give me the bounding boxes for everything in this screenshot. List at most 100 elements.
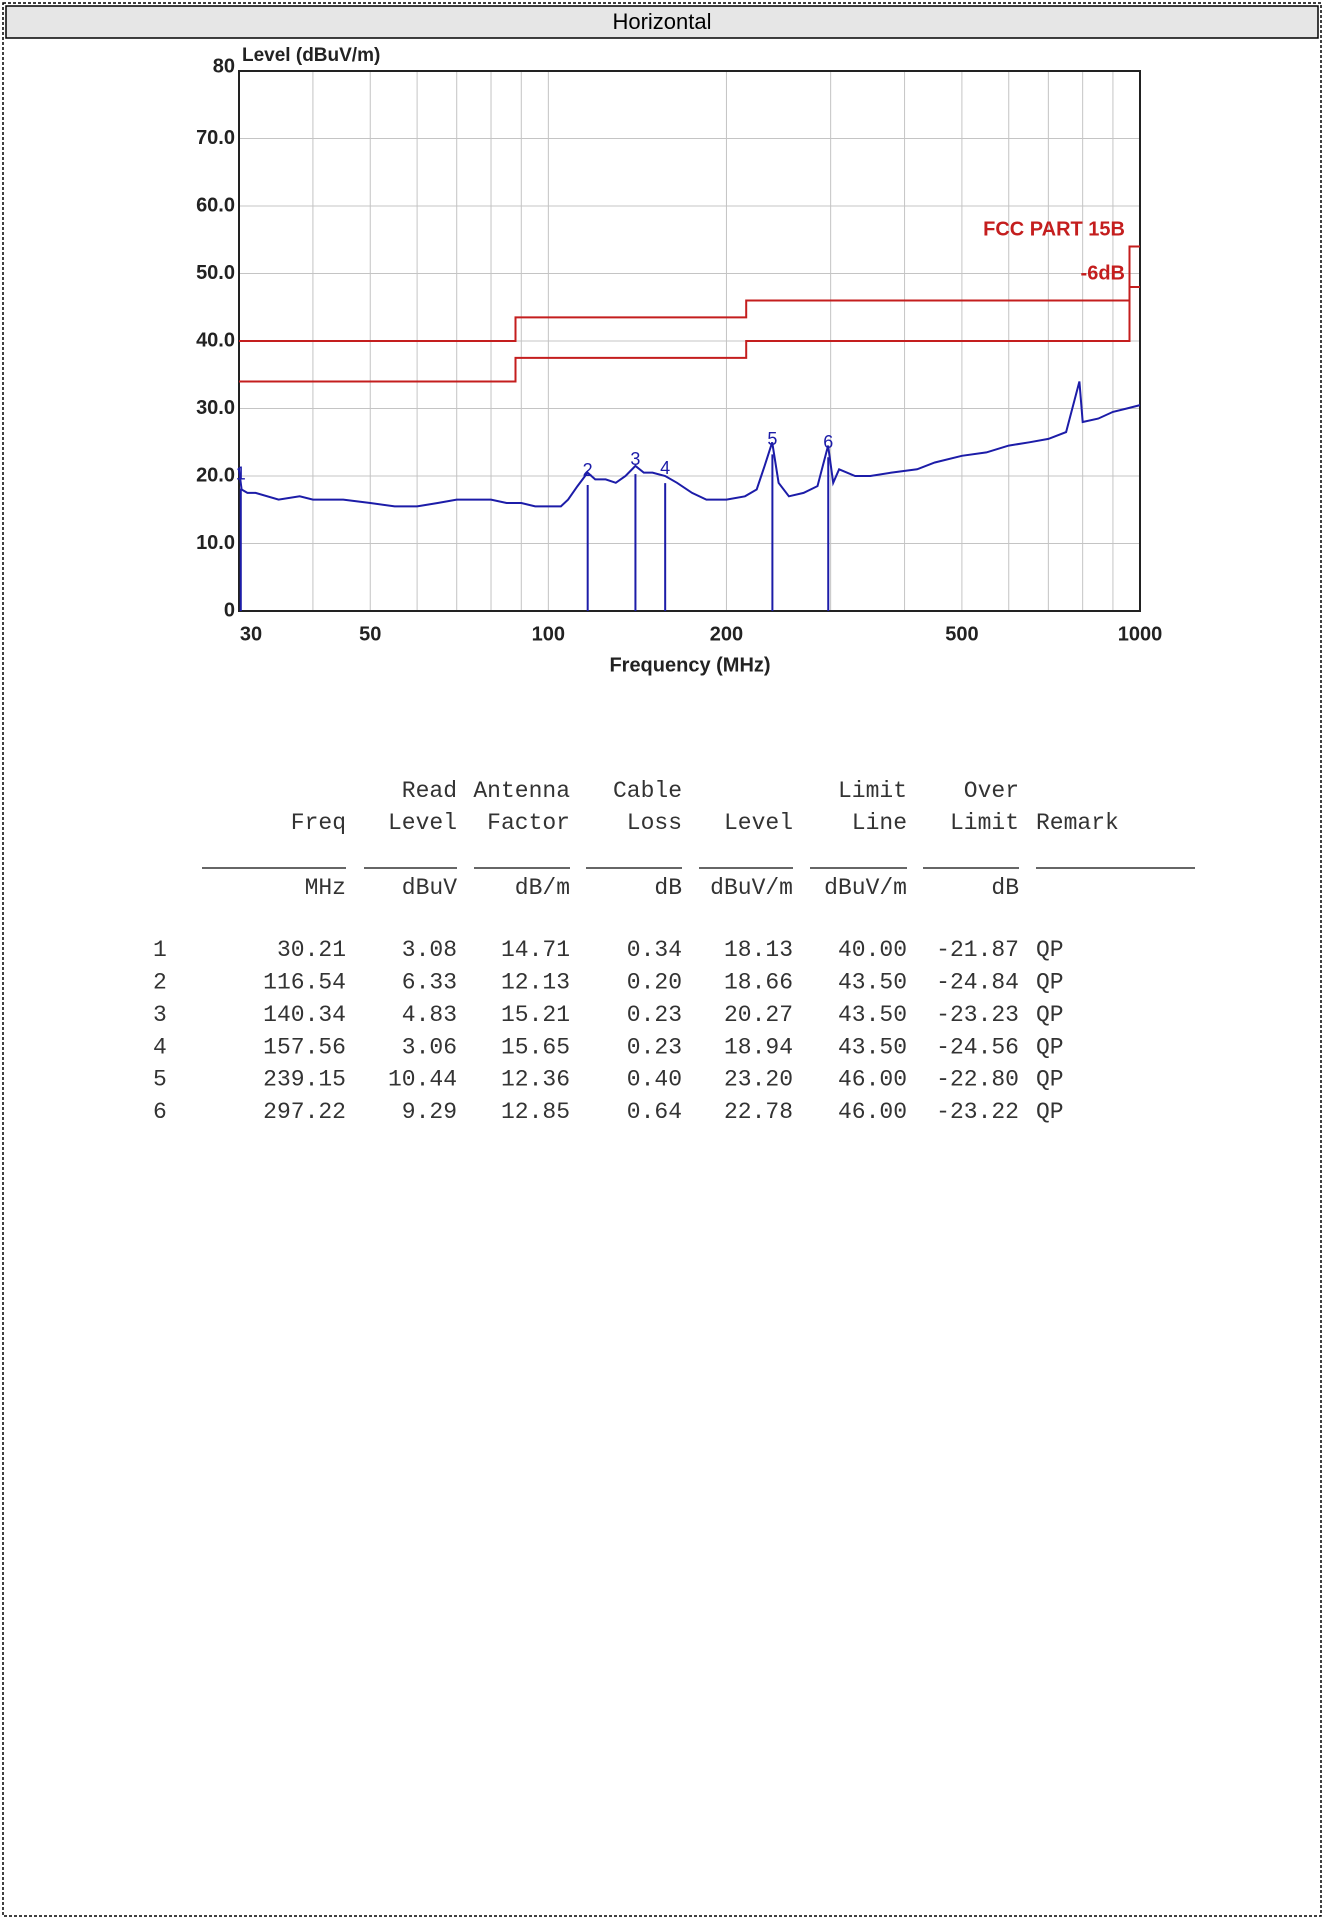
column-label: Freq <box>291 810 346 836</box>
limit-label: -6dB <box>1081 262 1125 284</box>
table-cell: QP <box>1036 969 1064 995</box>
table-cell: 22.78 <box>724 1099 793 1125</box>
series-line <box>238 381 1141 508</box>
column-label: Remark <box>1036 810 1119 836</box>
table-cell: 18.66 <box>724 969 793 995</box>
row-index: 4 <box>153 1034 167 1060</box>
table-cell: 0.34 <box>627 937 682 963</box>
table-cell: QP <box>1036 1067 1064 1093</box>
y-tick-label: 40.0 <box>196 329 235 351</box>
table-cell: 46.00 <box>838 1099 907 1125</box>
marker-label: 6 <box>823 432 833 452</box>
x-tick-label: 500 <box>945 623 978 645</box>
row-index: 3 <box>153 1002 167 1028</box>
table-cell: 0.40 <box>627 1067 682 1093</box>
table-cell: 10.44 <box>388 1067 457 1093</box>
table-cell: 0.23 <box>627 1034 682 1060</box>
table-cell: 18.94 <box>724 1034 793 1060</box>
y-tick-label: 70.0 <box>196 127 235 149</box>
marker-label: 2 <box>583 460 593 480</box>
x-tick-label: 30 <box>240 623 262 645</box>
table-cell: -24.56 <box>936 1034 1019 1060</box>
marker-label: 5 <box>767 429 777 449</box>
table-cell: 23.20 <box>724 1067 793 1093</box>
column-top: Antenna <box>473 778 570 804</box>
column-unit: dB/m <box>515 875 570 901</box>
column-top: Over <box>964 778 1019 804</box>
table-cell: QP <box>1036 1099 1064 1125</box>
table-cell: 140.34 <box>263 1002 346 1028</box>
table-cell: 0.64 <box>627 1099 682 1125</box>
column-label: Level <box>388 810 457 836</box>
column-top: Cable <box>613 778 682 804</box>
table-cell: -22.80 <box>936 1067 1019 1093</box>
table-cell: -23.22 <box>936 1099 1019 1125</box>
y-tick-label: 60.0 <box>196 194 235 216</box>
table-cell: -24.84 <box>936 969 1019 995</box>
series-line <box>239 286 1140 383</box>
table-cell: 0.20 <box>627 969 682 995</box>
column-label: Level <box>724 810 793 836</box>
table-cell: 14.71 <box>501 937 570 963</box>
x-tick-label: 50 <box>359 623 381 645</box>
column-unit: dB <box>991 875 1019 901</box>
table-cell: 30.21 <box>277 937 346 963</box>
table-cell: 9.29 <box>402 1099 457 1125</box>
table-cell: 0.23 <box>627 1002 682 1028</box>
y-tick-label: 0 <box>224 599 235 621</box>
column-label: Loss <box>627 810 682 836</box>
table-cell: QP <box>1036 1002 1064 1028</box>
marker-label: 4 <box>660 458 670 478</box>
x-tick-label: 200 <box>710 623 743 645</box>
table-cell: -23.23 <box>936 1002 1019 1028</box>
table-cell: 12.85 <box>501 1099 570 1125</box>
column-top: Read <box>402 778 457 804</box>
row-index: 5 <box>153 1067 167 1093</box>
marker-label: 3 <box>630 449 640 469</box>
table-cell: 4.83 <box>402 1002 457 1028</box>
table-cell: QP <box>1036 937 1064 963</box>
column-top: Limit <box>838 778 907 804</box>
table-cell: -21.87 <box>936 937 1019 963</box>
column-unit: dB <box>654 875 682 901</box>
row-index: 6 <box>153 1099 167 1125</box>
header-bar <box>5 5 1319 39</box>
column-unit: dBuV/m <box>710 875 793 901</box>
table-cell: 46.00 <box>838 1067 907 1093</box>
table-cell: QP <box>1036 1034 1064 1060</box>
table-cell: 3.06 <box>402 1034 457 1060</box>
table-cell: 12.13 <box>501 969 570 995</box>
table-cell: 43.50 <box>838 1034 907 1060</box>
x-axis-label: Frequency (MHz) <box>609 654 770 676</box>
table-cell: 116.54 <box>263 969 346 995</box>
y-tick-label: 50.0 <box>196 262 235 284</box>
y-tick-label: 30.0 <box>196 397 235 419</box>
series-line <box>239 245 1140 342</box>
y-tick-label: 20.0 <box>196 464 235 486</box>
y-tick-label: 10.0 <box>196 532 235 554</box>
y-tick-label: 80 <box>213 55 235 77</box>
column-label: Factor <box>487 810 570 836</box>
column-unit: dBuV/m <box>824 875 907 901</box>
column-label: Line <box>852 810 907 836</box>
table-cell: 297.22 <box>263 1099 346 1125</box>
table-cell: 3.08 <box>402 937 457 963</box>
header-title: Horizontal <box>612 9 711 34</box>
limit-label: FCC PART 15B <box>983 218 1125 240</box>
column-label: Limit <box>950 810 1019 836</box>
column-unit: dBuV <box>402 875 457 901</box>
x-tick-label: 1000 <box>1118 623 1163 645</box>
table-cell: 43.50 <box>838 1002 907 1028</box>
table-cell: 15.21 <box>501 1002 570 1028</box>
table-cell: 43.50 <box>838 969 907 995</box>
row-index: 2 <box>153 969 167 995</box>
x-tick-label: 100 <box>532 623 565 645</box>
table-cell: 18.13 <box>724 937 793 963</box>
marker-label: 1 <box>236 463 246 483</box>
table-cell: 12.36 <box>501 1067 570 1093</box>
table-cell: 15.65 <box>501 1034 570 1060</box>
column-unit: MHz <box>305 875 346 901</box>
table-cell: 20.27 <box>724 1002 793 1028</box>
